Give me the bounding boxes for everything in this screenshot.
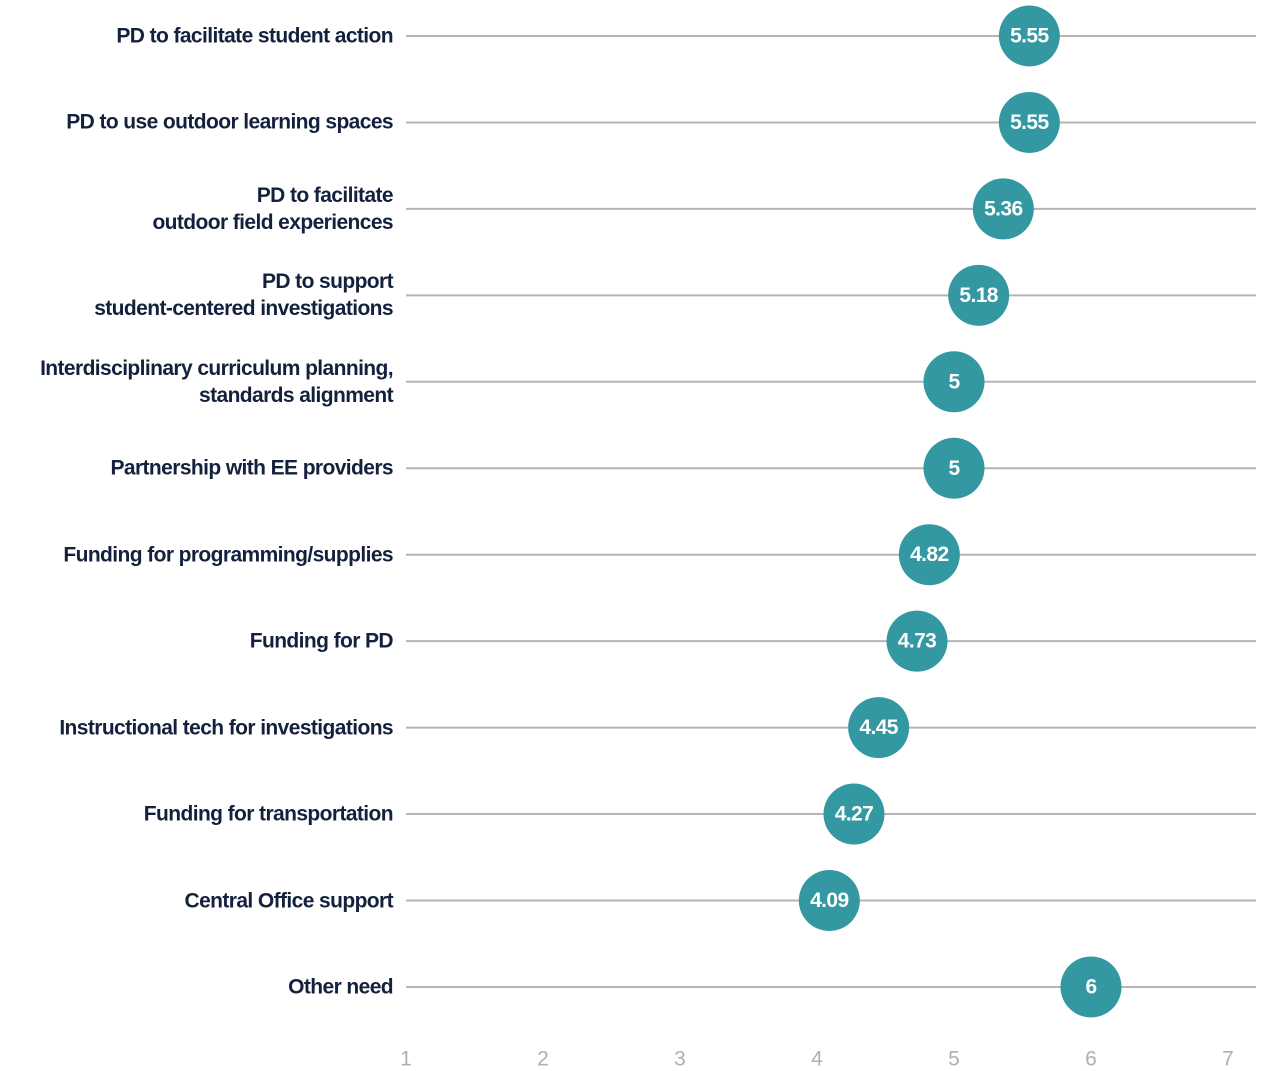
value-label: 5.18 <box>959 284 998 307</box>
x-tick-label: 4 <box>811 1048 823 1071</box>
value-label: 5 <box>948 370 960 393</box>
dot <box>998 5 1060 67</box>
dot <box>1060 956 1122 1018</box>
dot <box>798 870 860 931</box>
dot <box>823 783 885 845</box>
category-label: Other need <box>288 975 393 999</box>
value-label: 5.36 <box>984 197 1022 220</box>
category-label: Central Office support <box>184 889 394 912</box>
category-label: Funding for transportation <box>143 802 394 826</box>
value-label: 4.73 <box>898 630 936 653</box>
value-label: 5 <box>948 457 960 480</box>
x-tick-label: 3 <box>674 1048 686 1071</box>
category-label: Funding for PD <box>249 629 394 653</box>
dot <box>923 437 985 499</box>
dot <box>886 610 948 672</box>
value-label: 4.82 <box>910 543 948 566</box>
dot <box>923 351 985 413</box>
value-label: 5.55 <box>1010 25 1049 48</box>
dot <box>898 524 960 586</box>
dot <box>848 697 910 759</box>
category-label: PD to facilitate outdoor field experienc… <box>152 183 393 234</box>
category-label: Instructional tech for investigations <box>59 716 393 740</box>
category-label: Interdisciplinary curriculum planning, s… <box>40 356 394 407</box>
value-label: 4.27 <box>835 803 873 826</box>
x-tick-label: 1 <box>400 1048 412 1071</box>
dot <box>948 264 1010 326</box>
x-tick-label: 7 <box>1222 1048 1234 1071</box>
value-label: 4.45 <box>859 716 898 739</box>
category-label: Funding for programming/supplies <box>63 543 393 567</box>
category-label: PD to facilitate student action <box>116 24 393 48</box>
x-tick-label: 6 <box>1085 1048 1097 1071</box>
dot <box>972 178 1034 240</box>
x-tick-label: 5 <box>948 1048 960 1071</box>
value-label: 5.55 <box>1010 111 1049 134</box>
category-label: PD to support student-centered investiga… <box>94 270 393 321</box>
dot <box>998 91 1060 153</box>
value-label: 6 <box>1085 975 1096 998</box>
category-label: PD to use outdoor learning spaces <box>66 110 393 134</box>
x-tick-label: 2 <box>537 1048 549 1071</box>
category-label: Partnership with EE providers <box>110 456 393 480</box>
value-label: 4.09 <box>810 889 848 912</box>
